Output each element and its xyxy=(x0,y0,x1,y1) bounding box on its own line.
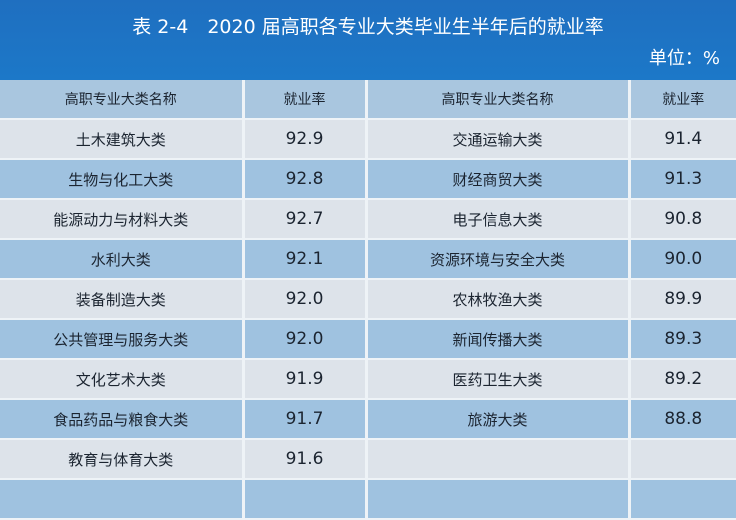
rate-cell: 88.8 xyxy=(627,399,736,439)
category-cell: 医药卫生大类 xyxy=(364,359,629,399)
empty-cell xyxy=(241,479,366,519)
rate-cell: 90.8 xyxy=(627,199,736,239)
table-row: 教育与体育大类 91.6 xyxy=(0,439,736,479)
rate-cell: 92.0 xyxy=(241,279,366,319)
category-cell: 农林牧渔大类 xyxy=(364,279,629,319)
rate-cell: 89.9 xyxy=(627,279,736,319)
table-row: 土木建筑大类 92.9 交通运输大类 91.4 xyxy=(0,119,736,159)
category-cell: 教育与体育大类 xyxy=(0,439,243,479)
header-rate: 就业率 xyxy=(241,80,366,119)
category-cell: 资源环境与安全大类 xyxy=(364,239,629,279)
rate-cell: 92.0 xyxy=(241,319,366,359)
rate-cell: 91.4 xyxy=(627,119,736,159)
category-cell: 食品药品与粮食大类 xyxy=(0,399,243,439)
rate-cell xyxy=(627,439,736,479)
header-category: 高职专业大类名称 xyxy=(0,80,243,119)
empty-cell xyxy=(364,479,629,519)
title-band: 表 2-4 2020 届高职各专业大类毕业生半年后的就业率 单位：% xyxy=(0,0,736,80)
empty-cell xyxy=(627,479,736,519)
table-row xyxy=(0,479,736,519)
category-cell: 文化艺术大类 xyxy=(0,359,243,399)
category-cell: 财经商贸大类 xyxy=(364,159,629,199)
employment-rate-table: 高职专业大类名称 就业率 高职专业大类名称 就业率 土木建筑大类 92.9 交通运输… xyxy=(0,80,736,520)
rate-cell: 92.1 xyxy=(241,239,366,279)
category-cell: 旅游大类 xyxy=(364,399,629,439)
table-row: 能源动力与材料大类 92.7 电子信息大类 90.8 xyxy=(0,199,736,239)
category-cell: 生物与化工大类 xyxy=(0,159,243,199)
table-row: 食品药品与粮食大类 91.7 旅游大类 88.8 xyxy=(0,399,736,439)
rate-cell: 90.0 xyxy=(627,239,736,279)
category-cell: 水利大类 xyxy=(0,239,243,279)
rate-cell: 92.8 xyxy=(241,159,366,199)
rate-cell: 91.3 xyxy=(627,159,736,199)
category-cell: 能源动力与材料大类 xyxy=(0,199,243,239)
category-cell: 装备制造大类 xyxy=(0,279,243,319)
unit-label: 单位：% xyxy=(648,48,720,69)
table-row: 文化艺术大类 91.9 医药卫生大类 89.2 xyxy=(0,359,736,399)
rate-cell: 89.3 xyxy=(627,319,736,359)
header-rate: 就业率 xyxy=(627,80,736,119)
category-cell: 土木建筑大类 xyxy=(0,119,243,159)
table-title: 表 2-4 2020 届高职各专业大类毕业生半年后的就业率 xyxy=(132,16,604,38)
category-cell xyxy=(364,439,629,479)
rate-cell: 91.9 xyxy=(241,359,366,399)
rate-cell: 92.7 xyxy=(241,199,366,239)
category-cell: 电子信息大类 xyxy=(364,199,629,239)
table-row: 水利大类 92.1 资源环境与安全大类 90.0 xyxy=(0,239,736,279)
rate-cell: 89.2 xyxy=(627,359,736,399)
rate-cell: 92.9 xyxy=(241,119,366,159)
table-row: 装备制造大类 92.0 农林牧渔大类 89.9 xyxy=(0,279,736,319)
category-cell: 新闻传播大类 xyxy=(364,319,629,359)
header-row: 高职专业大类名称 就业率 高职专业大类名称 就业率 xyxy=(0,80,736,119)
table-row: 生物与化工大类 92.8 财经商贸大类 91.3 xyxy=(0,159,736,199)
rate-cell: 91.6 xyxy=(241,439,366,479)
category-cell: 公共管理与服务大类 xyxy=(0,319,243,359)
category-cell: 交通运输大类 xyxy=(364,119,629,159)
header-category: 高职专业大类名称 xyxy=(364,80,629,119)
rate-cell: 91.7 xyxy=(241,399,366,439)
empty-cell xyxy=(0,479,243,519)
table-row: 公共管理与服务大类 92.0 新闻传播大类 89.3 xyxy=(0,319,736,359)
